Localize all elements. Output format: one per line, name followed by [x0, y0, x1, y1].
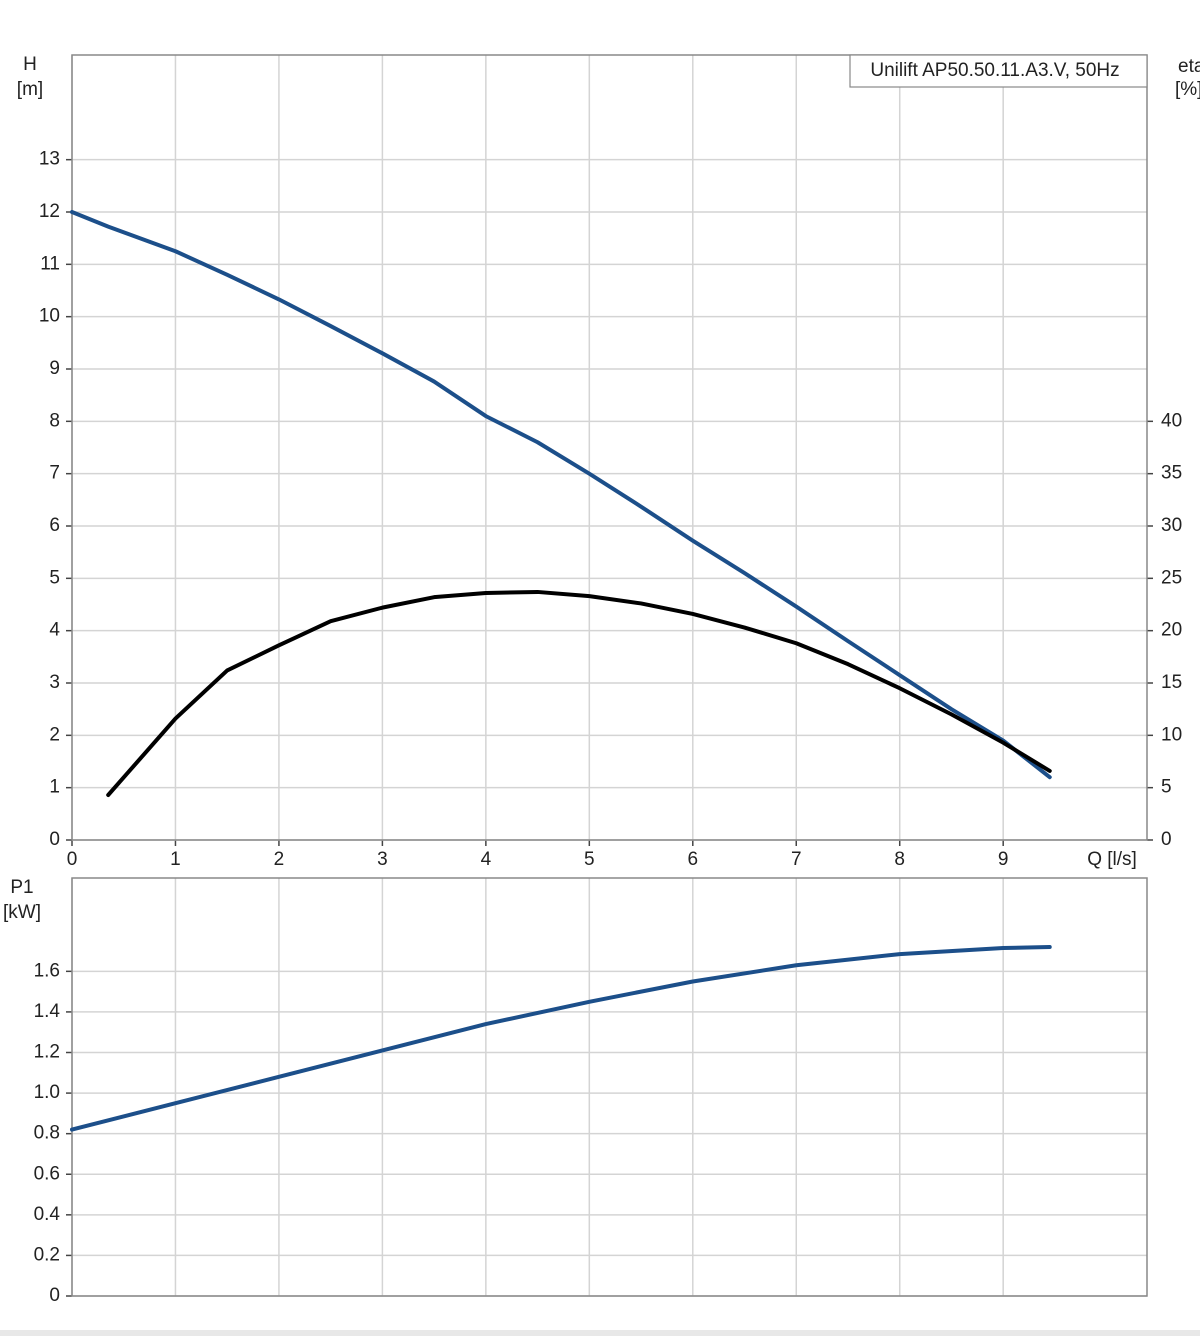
y-tick-label: 1.2 — [34, 1042, 60, 1063]
x-tick-label: 9 — [998, 849, 1009, 870]
y2-tick-label: 40 — [1161, 410, 1182, 431]
y-tick-label: 6 — [49, 515, 60, 536]
y-tick-label: 4 — [49, 620, 60, 641]
y-tick-label: 9 — [49, 358, 60, 379]
y-tick-label: 5 — [49, 567, 60, 588]
y-tick-label: 2 — [49, 724, 60, 745]
series-line — [106, 589, 1052, 797]
y2-tick-label: 20 — [1161, 620, 1182, 641]
y2-tick-label: 10 — [1161, 724, 1182, 745]
series-line — [70, 210, 1052, 780]
y-tick-label: 10 — [39, 306, 60, 327]
bottom-band — [0, 1330, 1200, 1336]
y2-tick-label: 30 — [1161, 515, 1182, 536]
y2-axis-label: eta — [1178, 56, 1200, 77]
title-box — [849, 54, 1148, 88]
x-axis-label: Q [l/s] — [1087, 849, 1137, 870]
y-axis-label: P1 — [10, 877, 33, 898]
y-tick-label: 11 — [40, 253, 60, 274]
x-tick-label: 4 — [481, 849, 492, 870]
plot-border — [71, 54, 1148, 841]
y-tick-label: 8 — [49, 410, 60, 431]
x-tick-label: 1 — [170, 849, 181, 870]
y2-tick-label: 15 — [1161, 672, 1182, 693]
x-tick-label: 0 — [67, 849, 78, 870]
y-tick-label: 12 — [39, 201, 60, 222]
y-tick-label: 1.0 — [34, 1082, 60, 1103]
y-tick-label: 13 — [39, 149, 60, 170]
x-tick-label: 8 — [894, 849, 905, 870]
y2-axis-unit: [%] — [1175, 79, 1200, 100]
y2-tick-label: 25 — [1161, 567, 1182, 588]
y-tick-label: 0.4 — [34, 1204, 61, 1225]
y-tick-label: 0 — [49, 1285, 60, 1306]
y-tick-label: 1.6 — [34, 960, 60, 981]
y-axis-label: H — [23, 54, 37, 75]
y-tick-label: 0.2 — [34, 1244, 60, 1265]
y2-tick-label: 0 — [1161, 829, 1172, 850]
x-tick-label: 5 — [584, 849, 595, 870]
plot-border — [71, 877, 1148, 1297]
x-tick-label: 6 — [688, 849, 699, 870]
x-tick-label: 7 — [791, 849, 802, 870]
y-tick-label: 0 — [49, 829, 60, 850]
y-axis-unit: [kW] — [3, 902, 41, 923]
x-tick-label: 3 — [377, 849, 388, 870]
y-tick-label: 3 — [49, 672, 60, 693]
x-tick-label: 2 — [274, 849, 285, 870]
y-tick-label: 1.4 — [34, 1001, 61, 1022]
y-tick-label: 1 — [49, 777, 60, 798]
chart-title: Unilift AP50.50.11.A3.V, 50Hz — [870, 60, 1119, 81]
y-tick-label: 0.6 — [34, 1163, 60, 1184]
y-axis-unit: [m] — [17, 79, 43, 100]
y2-tick-label: 35 — [1161, 463, 1182, 484]
y2-tick-label: 5 — [1161, 777, 1172, 798]
y-tick-label: 7 — [49, 463, 60, 484]
y-tick-label: 0.8 — [34, 1123, 60, 1144]
series-line — [70, 944, 1052, 1132]
